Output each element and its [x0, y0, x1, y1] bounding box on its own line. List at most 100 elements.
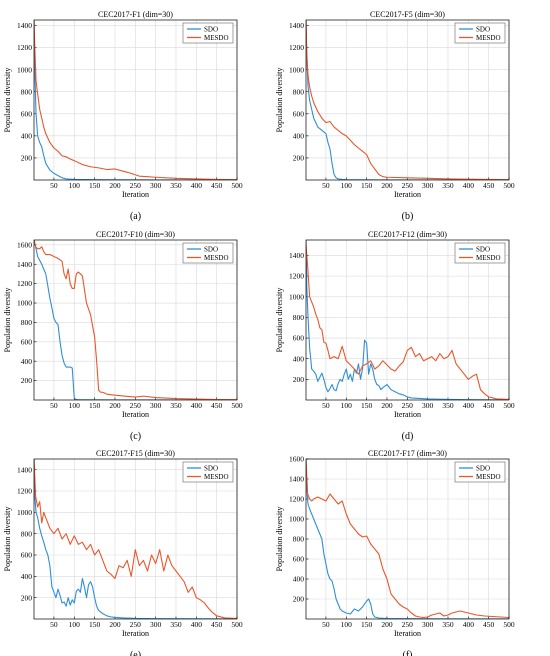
x-tick-label: 400 — [191, 401, 203, 410]
x-tick-label: 250 — [130, 181, 142, 190]
x-tick-label: 500 — [231, 401, 243, 410]
chart-panel: 50 100 150 200 250 300 350 400 450 500 200 400 600 80… — [275, 449, 515, 656]
y-tick-label: 1600 — [17, 240, 32, 249]
chart-title: CEC2017-F5 (dim=30) — [370, 10, 445, 19]
legend-label: SDO — [204, 245, 218, 253]
y-tick-label: 200 — [293, 375, 305, 384]
y-tick-label: 400 — [293, 575, 305, 584]
x-tick-label: 350 — [442, 620, 454, 629]
x-tick-label: 450 — [483, 620, 495, 629]
x-tick-label: 500 — [503, 181, 515, 190]
chart-panel: 50 100 150 200 250 300 350 400 450 500 200 400 600 80… — [3, 10, 243, 222]
y-axis-label: Population diversity — [3, 288, 12, 353]
x-tick-label: 100 — [341, 620, 353, 629]
panel-label: (f) — [403, 650, 413, 656]
series-line-mesdo — [34, 459, 237, 619]
x-axis-label: Iteration — [394, 190, 421, 199]
y-tick-label: 200 — [21, 593, 33, 602]
x-tick-label: 50 — [322, 401, 330, 410]
x-tick-label: 100 — [341, 181, 353, 190]
x-tick-label: 200 — [109, 620, 121, 629]
legend-label: MESDO — [476, 254, 501, 262]
x-tick-label: 200 — [381, 620, 393, 629]
x-axis-label: Iteration — [122, 410, 149, 419]
y-tick-label: 800 — [21, 87, 33, 96]
y-tick-label: 200 — [293, 154, 305, 163]
x-tick-label: 400 — [463, 620, 475, 629]
x-tick-label: 250 — [402, 181, 414, 190]
x-tick-label: 400 — [463, 401, 475, 410]
axes-box — [33, 458, 238, 620]
x-tick-label: 350 — [170, 620, 182, 629]
y-axis-label: Population diversity — [275, 507, 284, 572]
y-tick-label: 1200 — [17, 279, 32, 288]
x-tick-label: 350 — [170, 401, 182, 410]
x-tick-label: 300 — [422, 181, 434, 190]
y-tick-label: 1000 — [289, 292, 304, 301]
x-tick-label: 300 — [150, 181, 162, 190]
x-tick-label: 100 — [69, 181, 81, 190]
y-tick-label: 1600 — [289, 455, 304, 464]
legend-label: SDO — [476, 25, 490, 33]
y-tick-label: 1200 — [289, 43, 304, 52]
axes-box — [305, 19, 510, 181]
y-tick-label: 1400 — [289, 475, 304, 484]
x-tick-label: 300 — [150, 620, 162, 629]
x-tick-label: 500 — [503, 620, 515, 629]
series-line-sdo — [306, 459, 509, 619]
series-line-mesdo — [306, 459, 509, 619]
x-tick-label: 150 — [361, 620, 373, 629]
chart-title: CEC2017-F10 (dim=30) — [96, 230, 175, 239]
legend-label: SDO — [476, 464, 490, 472]
x-tick-label: 50 — [50, 401, 58, 410]
x-tick-label: 400 — [463, 181, 475, 190]
x-tick-label: 350 — [170, 181, 182, 190]
y-tick-label: 1400 — [17, 465, 32, 474]
x-tick-label: 200 — [381, 401, 393, 410]
y-axis-label: Population diversity — [3, 507, 12, 572]
x-tick-label: 500 — [231, 181, 243, 190]
y-tick-label: 800 — [293, 87, 305, 96]
x-tick-label: 500 — [503, 401, 515, 410]
y-tick-label: 600 — [293, 555, 305, 564]
y-tick-label: 1000 — [289, 515, 304, 524]
x-tick-label: 400 — [191, 181, 203, 190]
y-tick-label: 400 — [21, 131, 33, 140]
chart-panel: 50 100 150 200 250 300 350 400 450 500 200 400 600 80… — [3, 230, 243, 442]
y-tick-label: 1200 — [289, 495, 304, 504]
y-tick-label: 600 — [293, 109, 305, 118]
axes-box — [33, 19, 238, 181]
axes-box — [305, 239, 510, 401]
x-tick-label: 300 — [150, 401, 162, 410]
y-tick-label: 1200 — [289, 272, 304, 281]
x-axis-label: Iteration — [394, 629, 421, 638]
chart-panel: 50 100 150 200 250 300 350 400 450 500 200 400 600 80… — [3, 449, 243, 656]
x-tick-label: 100 — [69, 401, 81, 410]
x-tick-label: 450 — [483, 401, 495, 410]
y-tick-label: 1000 — [17, 65, 32, 74]
y-tick-label: 600 — [21, 109, 33, 118]
y-tick-label: 200 — [21, 154, 33, 163]
x-tick-label: 200 — [381, 181, 393, 190]
legend-label: MESDO — [204, 254, 229, 262]
axes-box — [305, 458, 510, 620]
chart-title: CEC2017-F12 (dim=30) — [368, 230, 447, 239]
y-tick-label: 400 — [293, 354, 305, 363]
y-axis-label: Population diversity — [3, 68, 12, 133]
x-tick-label: 150 — [361, 181, 373, 190]
series-line-mesdo — [34, 20, 237, 180]
x-tick-label: 150 — [89, 620, 101, 629]
x-tick-label: 450 — [483, 181, 495, 190]
y-axis-label: Population diversity — [275, 288, 284, 353]
y-tick-label: 400 — [21, 572, 33, 581]
x-tick-label: 150 — [89, 181, 101, 190]
y-tick-label: 1200 — [17, 487, 32, 496]
y-tick-label: 600 — [21, 551, 33, 560]
x-tick-label: 450 — [211, 181, 223, 190]
